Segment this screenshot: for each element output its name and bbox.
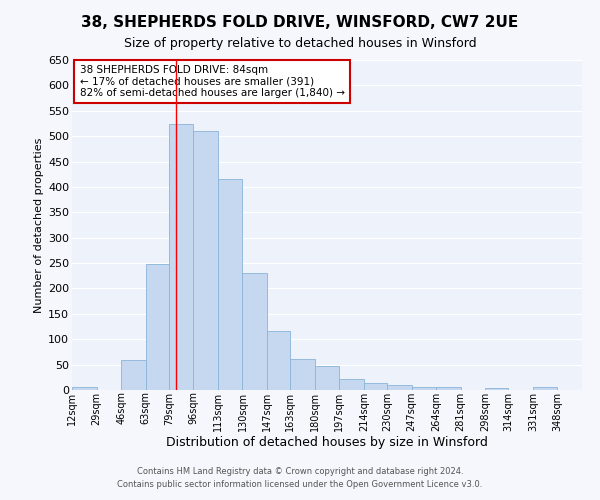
Bar <box>146 264 169 390</box>
Bar <box>436 388 461 390</box>
Bar <box>72 388 97 390</box>
Bar <box>218 180 242 390</box>
Bar <box>364 384 387 390</box>
Bar <box>533 388 557 390</box>
Bar <box>121 360 146 390</box>
Bar <box>412 387 436 390</box>
Text: 38 SHEPHERDS FOLD DRIVE: 84sqm
← 17% of detached houses are smaller (391)
82% of: 38 SHEPHERDS FOLD DRIVE: 84sqm ← 17% of … <box>80 65 344 98</box>
Bar <box>290 358 315 390</box>
X-axis label: Distribution of detached houses by size in Winsford: Distribution of detached houses by size … <box>166 436 488 450</box>
Bar <box>193 131 218 390</box>
Bar <box>169 124 193 390</box>
Bar <box>485 388 508 390</box>
Bar <box>315 366 339 390</box>
Bar <box>339 379 364 390</box>
Y-axis label: Number of detached properties: Number of detached properties <box>34 138 44 312</box>
Bar <box>242 273 267 390</box>
Text: Size of property relative to detached houses in Winsford: Size of property relative to detached ho… <box>124 38 476 51</box>
Bar <box>267 330 290 390</box>
Bar <box>387 386 412 390</box>
Text: Contains HM Land Registry data © Crown copyright and database right 2024.
Contai: Contains HM Land Registry data © Crown c… <box>118 468 482 489</box>
Text: 38, SHEPHERDS FOLD DRIVE, WINSFORD, CW7 2UE: 38, SHEPHERDS FOLD DRIVE, WINSFORD, CW7 … <box>82 15 518 30</box>
